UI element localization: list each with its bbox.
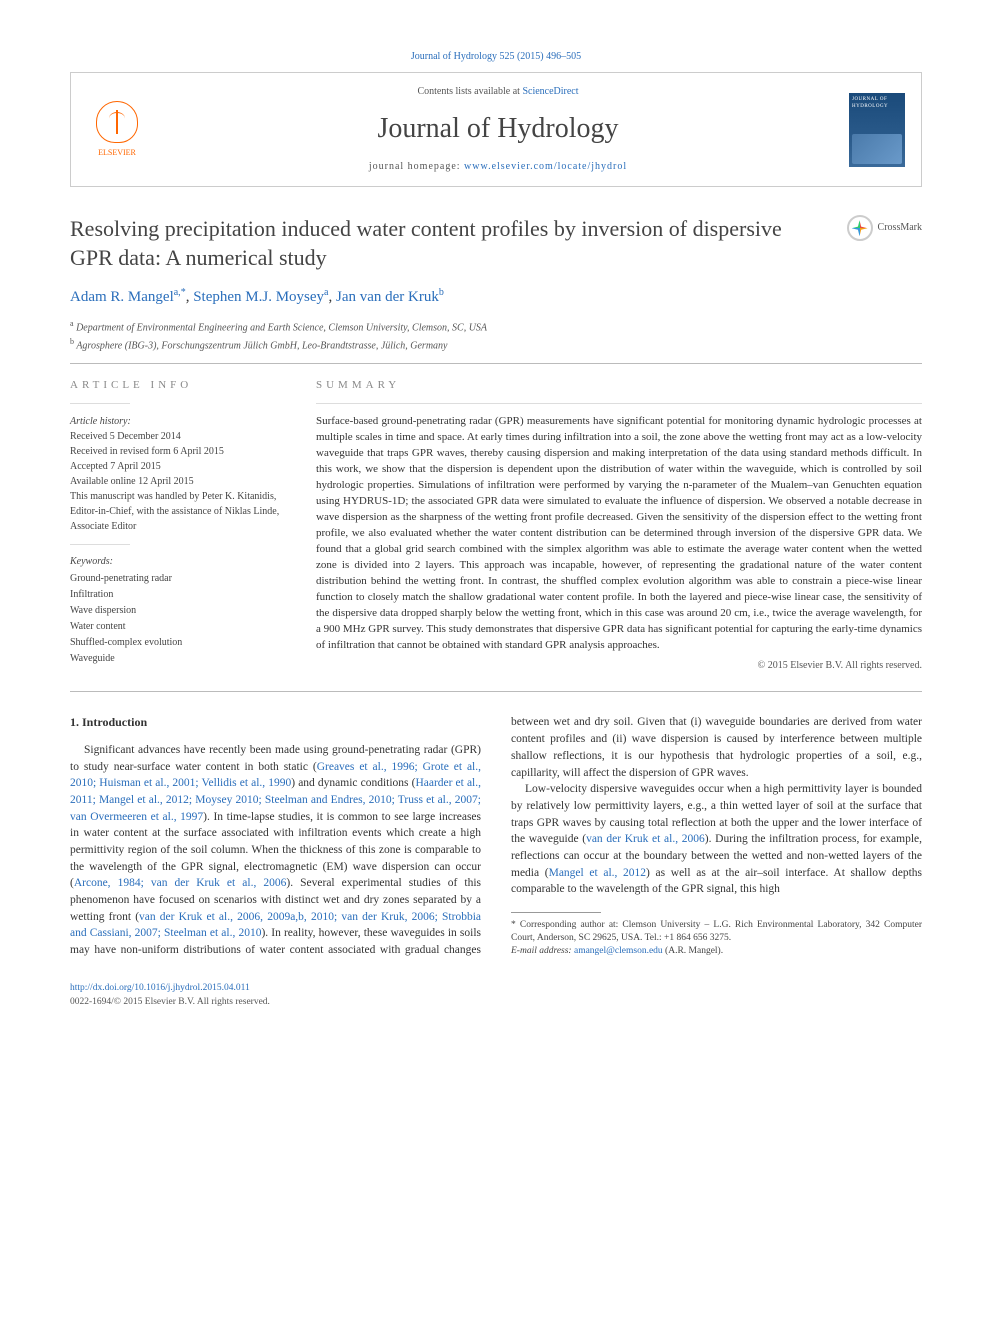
ref-link[interactable]: Mangel et al., 2012 (549, 867, 646, 879)
corresponding-footnote: * Corresponding author at: Clemson Unive… (511, 919, 922, 959)
article-info-column: article info Article history: Received 5… (70, 378, 280, 673)
author-link[interactable]: Adam R. Mangel (70, 289, 174, 305)
elsevier-label: ELSEVIER (98, 147, 136, 158)
author-sup: a, (174, 287, 181, 298)
keywords-label: Keywords: (70, 555, 280, 569)
crossmark-label: CrossMark (878, 221, 922, 235)
keyword: Water content (70, 619, 280, 635)
history-item: This manuscript was handled by Peter K. … (70, 489, 280, 534)
crossmark-icon (847, 215, 873, 241)
affiliation-a: Department of Environmental Engineering … (76, 323, 487, 334)
header-citation-link[interactable]: Journal of Hydrology 525 (2015) 496–505 (411, 51, 581, 62)
masthead: ELSEVIER Contents lists available at Sci… (70, 72, 922, 187)
journal-cover-thumbnail[interactable]: JOURNAL OF HYDROLOGY (849, 93, 905, 167)
summary-copyright: © 2015 Elsevier B.V. All rights reserved… (316, 659, 922, 673)
history-item: Received in revised form 6 April 2015 (70, 444, 280, 459)
keyword: Shuffled-complex evolution (70, 635, 280, 651)
keyword: Waveguide (70, 651, 280, 667)
email-label: E-mail address: (511, 946, 574, 956)
keyword: Ground-penetrating radar (70, 571, 280, 587)
history-item: Received 5 December 2014 (70, 429, 280, 444)
doi-link[interactable]: http://dx.doi.org/10.1016/j.jhydrol.2015… (70, 983, 250, 993)
summary-heading: summary (316, 378, 922, 393)
homepage-pre: journal homepage: (369, 161, 464, 172)
footnote-sep (511, 912, 601, 913)
header-citation: Journal of Hydrology 525 (2015) 496–505 (70, 50, 922, 64)
info-sep (70, 403, 130, 404)
author-link[interactable]: Stephen M.J. Moysey (193, 289, 324, 305)
summary-text: Surface-based ground-penetrating radar (… (316, 414, 922, 653)
summary-column: summary Surface-based ground-penetrating… (316, 378, 922, 673)
history-item: Accepted 7 April 2015 (70, 459, 280, 474)
keywords-list: Ground-penetrating radar Infiltration Wa… (70, 571, 280, 667)
email-link[interactable]: amangel@clemson.edu (574, 946, 663, 956)
page-footer: http://dx.doi.org/10.1016/j.jhydrol.2015… (70, 981, 922, 1010)
affiliations: a Department of Environmental Engineerin… (70, 318, 922, 353)
cover-image-icon (852, 134, 902, 164)
affiliation-b: Agrosphere (IBG-3), Forschungszentrum Jü… (76, 340, 447, 351)
email-post: (A.R. Mangel). (663, 946, 723, 956)
info-sep (70, 544, 130, 545)
contents-line-pre: Contents lists available at (417, 86, 522, 97)
divider (70, 363, 922, 364)
history-label: Article history: (70, 414, 280, 429)
elsevier-tree-icon (96, 101, 138, 143)
article-title: Resolving precipitation induced water co… (70, 215, 847, 272)
contents-line: Contents lists available at ScienceDirec… (167, 85, 829, 99)
keyword: Wave dispersion (70, 603, 280, 619)
body-two-column: 1. Introduction Significant advances hav… (70, 714, 922, 958)
ref-link[interactable]: Arcone, 1984; van der Kruk et al., 2006 (74, 877, 287, 889)
elsevier-logo[interactable]: ELSEVIER (87, 95, 147, 165)
divider (70, 691, 922, 692)
article-history: Article history: Received 5 December 201… (70, 414, 280, 534)
authors-line: Adam R. Mangela,*, Stephen M.J. Moyseya,… (70, 286, 922, 308)
homepage-link[interactable]: www.elsevier.com/locate/jhydrol (464, 161, 627, 172)
body-paragraph: Low-velocity dispersive waveguides occur… (511, 781, 922, 898)
masthead-center: Contents lists available at ScienceDirec… (147, 85, 849, 174)
cover-title: JOURNAL OF HYDROLOGY (852, 96, 902, 110)
summary-sep (316, 403, 922, 404)
issn-copyright: 0022-1694/© 2015 Elsevier B.V. All right… (70, 997, 270, 1007)
sciencedirect-link[interactable]: ScienceDirect (522, 86, 578, 97)
history-item: Available online 12 April 2015 (70, 474, 280, 489)
journal-name: Journal of Hydrology (167, 109, 829, 148)
author-sep: , (328, 289, 336, 305)
keyword: Infiltration (70, 587, 280, 603)
body-text: ) and dynamic conditions ( (291, 777, 415, 789)
author-link[interactable]: Jan van der Kruk (336, 289, 439, 305)
article-info-heading: article info (70, 378, 280, 393)
corr-address: * Corresponding author at: Clemson Unive… (511, 919, 922, 946)
author-sup: b (439, 287, 444, 298)
ref-link[interactable]: van der Kruk et al., 2006 (586, 833, 705, 845)
homepage-line: journal homepage: www.elsevier.com/locat… (167, 160, 829, 174)
crossmark-widget[interactable]: CrossMark (847, 215, 922, 241)
section-heading: 1. Introduction (70, 714, 481, 731)
